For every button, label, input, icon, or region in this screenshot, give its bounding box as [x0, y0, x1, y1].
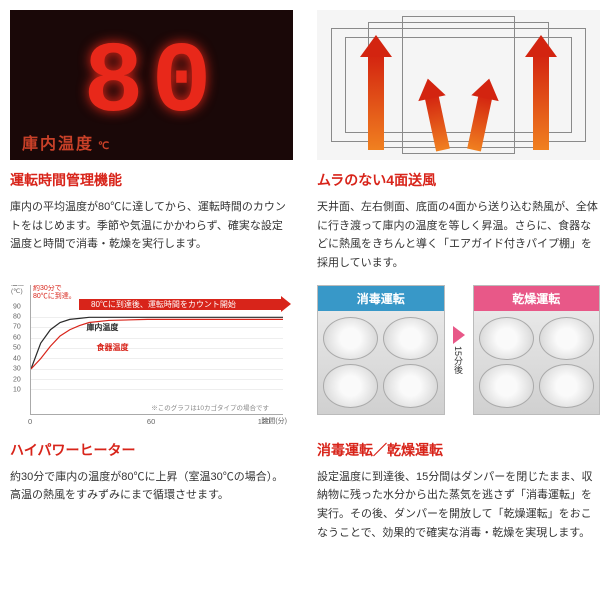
display-label: 庫内温度℃ — [22, 130, 111, 154]
display-value: 80 — [83, 35, 219, 135]
panel-sterilize: 消毒運転 — [317, 285, 445, 415]
section-1-body: 庫内の平均温度が80℃に達してから、運転時間のカウントをはじめます。季節や気温に… — [10, 198, 293, 254]
dual-panel-image: 消毒運転 15分後 乾燥運転 — [317, 285, 600, 430]
section-4-title: 消毒運転／乾燥運転 — [317, 440, 600, 460]
chart-image: 温度 (℃) 約30分で 80℃に到達。 80℃に到達後、運転時間をカウント開始 — [10, 285, 293, 430]
gap-label: 15分後 — [452, 346, 465, 374]
section-2-body: 天井面、左右側面、底面の4面から送り込む熱風が、全体に行き渡って庫内の温度を等し… — [317, 198, 600, 273]
section-sterilize-dry: 消毒運転 15分後 乾燥運転 — [317, 285, 600, 543]
transition-arrow: 15分後 — [449, 326, 469, 374]
chart-bottom-note: ※このグラフは10カゴタイプの場合です — [151, 402, 269, 412]
chart-lines — [31, 307, 283, 400]
section-airflow: ムラのない4面送風 天井面、左右側面、底面の4面から送り込む熱風が、全体に行き渡… — [317, 10, 600, 273]
chart-plot-area: 庫内温度 食器温度 — [31, 307, 283, 400]
panel-dry: 乾燥運転 — [473, 285, 601, 415]
line1-label: 庫内温度 — [86, 322, 118, 333]
panel-2-header: 乾燥運転 — [474, 286, 600, 311]
y-axis-title: 温度 (℃) — [11, 285, 24, 295]
panel-1-header: 消毒運転 — [318, 286, 444, 311]
chart-top-note: 約30分で 80℃に到達。 — [33, 285, 76, 302]
section-runtime: 80 庫内温度℃ 運転時間管理機能 庫内の平均温度が80℃に達してから、運転時間… — [10, 10, 293, 273]
line2-label: 食器温度 — [97, 342, 129, 353]
section-3-title: ハイパワーヒーター — [10, 440, 293, 460]
section-4-body: 設定温度に到達後、15分間はダンパーを閉じたまま、収納物に残った水分から出た蒸気… — [317, 468, 600, 543]
section-heater: 温度 (℃) 約30分で 80℃に到達。 80℃に到達後、運転時間をカウント開始 — [10, 285, 293, 543]
digital-display-image: 80 庫内温度℃ — [10, 10, 293, 160]
section-3-body: 約30分で庫内の温度が80℃に上昇（室温30℃の場合）。高温の熱風をすみずみにま… — [10, 468, 293, 505]
airflow-rack-image — [317, 10, 600, 160]
x-axis-title: 時間(分) — [261, 416, 287, 426]
section-1-title: 運転時間管理機能 — [10, 170, 293, 190]
section-2-title: ムラのない4面送風 — [317, 170, 600, 190]
